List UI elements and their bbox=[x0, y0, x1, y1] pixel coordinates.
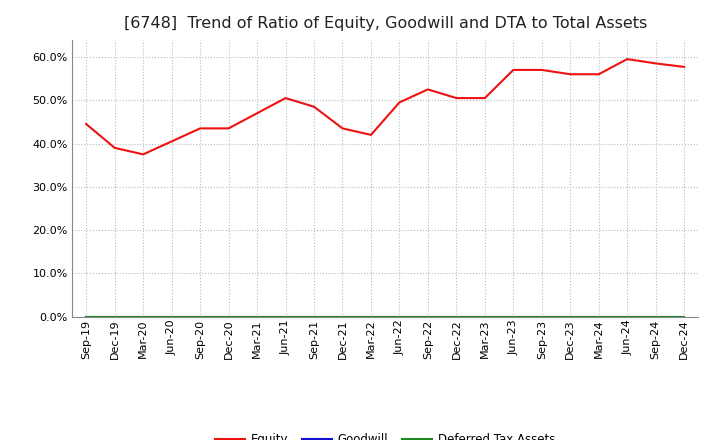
Equity bbox=[509, 67, 518, 73]
Deferred Tax Assets bbox=[623, 314, 631, 319]
Deferred Tax Assets bbox=[395, 314, 404, 319]
Goodwill bbox=[338, 314, 347, 319]
Deferred Tax Assets bbox=[225, 314, 233, 319]
Goodwill bbox=[509, 314, 518, 319]
Equity bbox=[225, 126, 233, 131]
Equity bbox=[167, 139, 176, 144]
Equity bbox=[139, 152, 148, 157]
Deferred Tax Assets bbox=[282, 314, 290, 319]
Equity bbox=[595, 72, 603, 77]
Equity bbox=[82, 121, 91, 127]
Line: Equity: Equity bbox=[86, 59, 684, 154]
Deferred Tax Assets bbox=[110, 314, 119, 319]
Deferred Tax Assets bbox=[310, 314, 318, 319]
Deferred Tax Assets bbox=[480, 314, 489, 319]
Deferred Tax Assets bbox=[537, 314, 546, 319]
Equity bbox=[423, 87, 432, 92]
Deferred Tax Assets bbox=[253, 314, 261, 319]
Goodwill bbox=[395, 314, 404, 319]
Goodwill bbox=[623, 314, 631, 319]
Goodwill bbox=[652, 314, 660, 319]
Deferred Tax Assets bbox=[167, 314, 176, 319]
Deferred Tax Assets bbox=[82, 314, 91, 319]
Goodwill bbox=[366, 314, 375, 319]
Equity bbox=[395, 100, 404, 105]
Deferred Tax Assets bbox=[139, 314, 148, 319]
Equity bbox=[537, 67, 546, 73]
Equity bbox=[366, 132, 375, 138]
Goodwill bbox=[196, 314, 204, 319]
Legend: Equity, Goodwill, Deferred Tax Assets: Equity, Goodwill, Deferred Tax Assets bbox=[210, 428, 560, 440]
Equity bbox=[652, 61, 660, 66]
Goodwill bbox=[110, 314, 119, 319]
Equity bbox=[253, 110, 261, 116]
Goodwill bbox=[167, 314, 176, 319]
Goodwill bbox=[310, 314, 318, 319]
Goodwill bbox=[282, 314, 290, 319]
Deferred Tax Assets bbox=[452, 314, 461, 319]
Goodwill bbox=[595, 314, 603, 319]
Equity bbox=[566, 72, 575, 77]
Goodwill bbox=[253, 314, 261, 319]
Goodwill bbox=[139, 314, 148, 319]
Goodwill bbox=[537, 314, 546, 319]
Goodwill bbox=[423, 314, 432, 319]
Goodwill bbox=[452, 314, 461, 319]
Deferred Tax Assets bbox=[595, 314, 603, 319]
Deferred Tax Assets bbox=[652, 314, 660, 319]
Goodwill bbox=[82, 314, 91, 319]
Goodwill bbox=[480, 314, 489, 319]
Equity bbox=[480, 95, 489, 101]
Equity bbox=[110, 145, 119, 150]
Deferred Tax Assets bbox=[423, 314, 432, 319]
Deferred Tax Assets bbox=[196, 314, 204, 319]
Equity bbox=[282, 95, 290, 101]
Deferred Tax Assets bbox=[566, 314, 575, 319]
Deferred Tax Assets bbox=[680, 314, 688, 319]
Deferred Tax Assets bbox=[366, 314, 375, 319]
Goodwill bbox=[225, 314, 233, 319]
Goodwill bbox=[566, 314, 575, 319]
Equity bbox=[623, 56, 631, 62]
Goodwill bbox=[680, 314, 688, 319]
Equity bbox=[680, 64, 688, 70]
Equity bbox=[338, 126, 347, 131]
Title: [6748]  Trend of Ratio of Equity, Goodwill and DTA to Total Assets: [6748] Trend of Ratio of Equity, Goodwil… bbox=[124, 16, 647, 32]
Deferred Tax Assets bbox=[509, 314, 518, 319]
Equity bbox=[196, 126, 204, 131]
Deferred Tax Assets bbox=[338, 314, 347, 319]
Equity bbox=[310, 104, 318, 110]
Equity bbox=[452, 95, 461, 101]
